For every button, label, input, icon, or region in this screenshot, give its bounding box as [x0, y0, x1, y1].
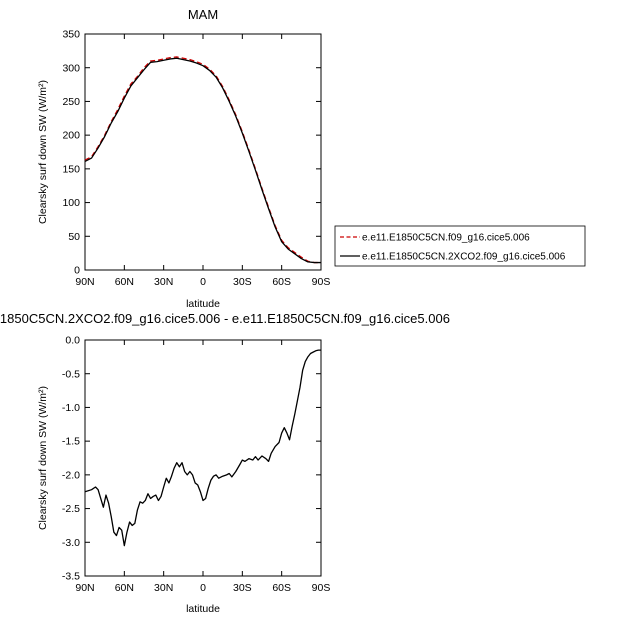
bottom-x-ticks: 90N 60N 30N 0 30S 60S 90S: [75, 340, 330, 594]
bottom-series: [84, 349, 321, 547]
top-y-tick-label: 250: [62, 96, 80, 108]
bottom-x-tick-label: 30N: [154, 582, 173, 594]
bottom-series-line-0: [84, 349, 321, 547]
top-y-tick-label: 300: [62, 62, 80, 74]
top-y-tick-label: 150: [62, 163, 80, 175]
bottom-y-tick-label: -2.5: [62, 503, 80, 515]
top-x-ticks: 90N 60N 30N 0 30S 60S 90S: [75, 34, 330, 288]
bottom-y-tick-label: -1.5: [62, 436, 80, 448]
top-series: [84, 56, 321, 264]
bottom-x-tick-label: 90N: [75, 582, 94, 594]
bottom-x-tick-label: 30S: [233, 582, 252, 594]
bottom-y-ticks: 0.0 -0.5 -1.0 -1.5 -2.0 -2.5 -3.0 -3.5: [62, 335, 321, 583]
bottom-panel-title: e.e11.E1850C5CN.2XCO2.f09_g16.cice5.006 …: [0, 311, 450, 326]
bottom-y-axis-label: Clearsky surf down SW (W/m²): [37, 386, 49, 530]
top-y-tick-label: 200: [62, 130, 80, 142]
bottom-x-tick-label: 90S: [312, 582, 331, 594]
top-x-tick-label: 30N: [154, 276, 173, 288]
bottom-x-tick-label: 60S: [272, 582, 291, 594]
bottom-y-tick-label: -1.0: [62, 402, 80, 414]
top-y-tick-label: 50: [68, 231, 80, 243]
top-y-tick-label: 350: [62, 29, 80, 41]
top-series-line-1: [84, 57, 321, 264]
top-y-axis-label: Clearsky surf down SW (W/m²): [37, 80, 49, 224]
bottom-x-tick-label: 60N: [115, 582, 134, 594]
bottom-panel: e.e11.E1850C5CN.2XCO2.f09_g16.cice5.006 …: [0, 311, 450, 615]
bottom-y-tick-label: -3.0: [62, 537, 80, 549]
top-x-tick-label: 60N: [115, 276, 134, 288]
legend-label-control: e.e11.E1850C5CN.f09_g16.cice5.006: [362, 233, 530, 244]
bottom-y-tick-label: -2.0: [62, 469, 80, 481]
top-y-tick-label: 100: [62, 197, 80, 209]
top-y-tick-label: 0: [74, 265, 80, 277]
legend: e.e11.E1850C5CN.f09_g16.cice5.006 e.e11.…: [334, 225, 586, 267]
top-x-tick-label: 90N: [75, 276, 94, 288]
top-plot-frame: [84, 33, 322, 271]
top-y-ticks: 0 50 100 150 200 250 300 350: [62, 29, 321, 277]
top-x-tick-label: 30S: [233, 276, 252, 288]
top-panel-title: MAM: [188, 7, 218, 22]
bottom-plot-frame: [84, 339, 322, 577]
legend-label-2xco2: e.e11.E1850C5CN.2XCO2.f09_g16.cice5.006: [362, 252, 566, 263]
bottom-x-axis-label: latitude: [186, 603, 220, 615]
bottom-y-tick-label: -3.5: [62, 571, 80, 583]
top-series-line-0: [84, 56, 321, 264]
top-x-axis-label: latitude: [186, 298, 220, 310]
bottom-x-tick-label: 0: [200, 582, 206, 594]
bottom-y-tick-label: -0.5: [62, 368, 80, 380]
top-panel: MAM 0 50 100 150 200 250 300 350 90N 60N 30N 0 30S 6…: [37, 7, 330, 310]
top-x-tick-label: 90S: [312, 276, 331, 288]
top-x-tick-label: 60S: [272, 276, 291, 288]
legend-box: [334, 225, 586, 267]
bottom-y-tick-label: 0.0: [65, 335, 80, 347]
top-x-tick-label: 0: [200, 276, 206, 288]
